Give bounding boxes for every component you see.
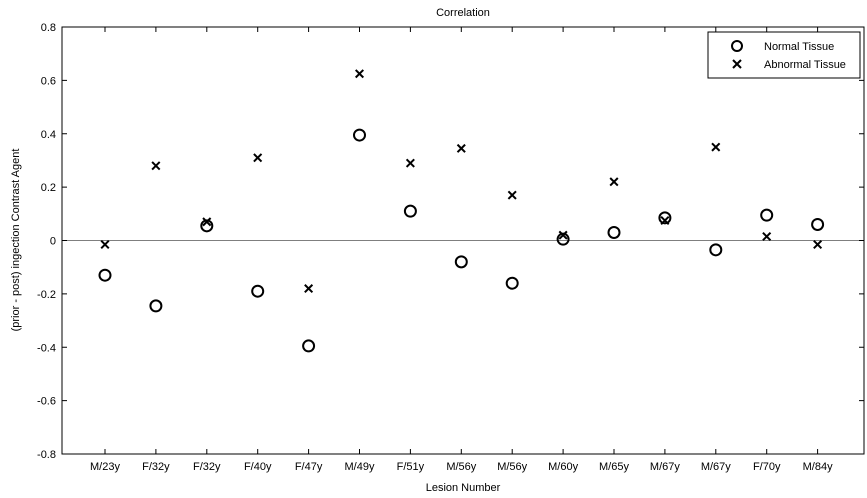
legend-circle-marker	[731, 40, 743, 52]
abnormal-tissue-point	[660, 215, 670, 225]
legend-label: Abnormal Tissue	[764, 59, 846, 71]
y-axis: 0.8 0.6 0.4 0.2 0 -0.2 -0.4 -0.6 -0.8	[37, 22, 864, 461]
x-tick-label: F/70y	[753, 461, 781, 473]
x-axis-label: Lesion Number	[426, 482, 501, 494]
x-tick-label: F/32y	[193, 461, 221, 473]
x-tick-label: M/23y	[90, 461, 120, 473]
abnormal-tissue-point	[354, 69, 365, 79]
legend-box	[707, 31, 861, 79]
normal-tissue-point	[200, 219, 214, 233]
legend-item-normal: Normal Tissue	[731, 40, 834, 53]
legend-x-marker	[732, 59, 742, 69]
abnormal-tissue-point	[558, 230, 568, 240]
x-tick-label: M/56y	[446, 461, 476, 473]
y-tick-label: 0.4	[41, 129, 56, 141]
x-tick-label: M/67y	[701, 461, 731, 473]
normal-tissue-point	[760, 208, 774, 222]
normal-tissue-point	[811, 217, 825, 231]
y-tick-label: 0	[50, 236, 56, 248]
y-tick-label: 0.6	[41, 75, 56, 87]
x-tick-label: M/84y	[803, 461, 833, 473]
normal-tissue-point	[505, 276, 519, 290]
abnormal-tissue-point	[151, 161, 161, 171]
abnormal-tissue-point	[202, 217, 212, 227]
normal-tissue-point	[658, 211, 672, 225]
abnormal-tissue-point	[762, 231, 772, 242]
normal-tissue-point	[454, 255, 468, 269]
normal-tissue-point	[251, 284, 265, 298]
x-tick-label: F/47y	[295, 461, 323, 473]
normal-tissue-point	[403, 204, 417, 218]
abnormal-tissue-point	[507, 190, 517, 200]
abnormal-tissue-point	[253, 153, 263, 163]
abnormal-tissue-point	[456, 143, 466, 153]
normal-tissue-point	[556, 232, 570, 246]
legend-item-abnormal: Abnormal Tissue	[732, 59, 846, 71]
abnormal-tissue-point	[405, 158, 415, 168]
normal-tissue-point	[302, 339, 316, 353]
chart-title: Correlation	[436, 7, 490, 19]
abnormal-tissue-point	[100, 239, 110, 250]
y-tick-label: -0.4	[37, 342, 56, 354]
x-tick-label: F/51y	[397, 461, 425, 473]
legend: Normal Tissue Abnormal Tissue	[707, 31, 861, 79]
x-tick-label: M/67y	[650, 461, 680, 473]
x-tick-label: F/32y	[142, 461, 170, 473]
x-tick-label: M/49y	[345, 461, 375, 473]
normal-tissue-point	[607, 225, 621, 239]
normal-tissue-point	[149, 299, 163, 313]
normal-tissue-point	[709, 243, 723, 257]
normal-tissue-point	[98, 268, 112, 282]
y-tick-label: -0.2	[37, 289, 56, 301]
abnormal-tissue-point	[711, 142, 721, 152]
abnormal-tissue-point	[304, 284, 314, 294]
x-tick-label: F/40y	[244, 461, 272, 473]
x-axis: M/23y F/32y F/32y F/40y F/47y M/49y F/51y M/56y…	[90, 27, 833, 473]
data-marks	[98, 69, 825, 353]
x-tick-label: M/60y	[548, 461, 578, 473]
normal-tissue-point	[353, 128, 366, 142]
y-tick-label: 0.8	[41, 22, 56, 34]
x-tick-label: M/65y	[599, 461, 629, 473]
y-tick-label: -0.8	[37, 449, 56, 461]
y-tick-label: 0.2	[41, 182, 56, 194]
abnormal-tissue-point	[609, 177, 619, 187]
x-tick-label: M/56y	[497, 461, 527, 473]
y-axis-label: (prior - post) ingection Contrast Agent	[10, 149, 22, 332]
abnormal-tissue-point	[813, 239, 823, 250]
y-tick-label: -0.6	[37, 396, 56, 408]
legend-label: Normal Tissue	[764, 41, 834, 53]
